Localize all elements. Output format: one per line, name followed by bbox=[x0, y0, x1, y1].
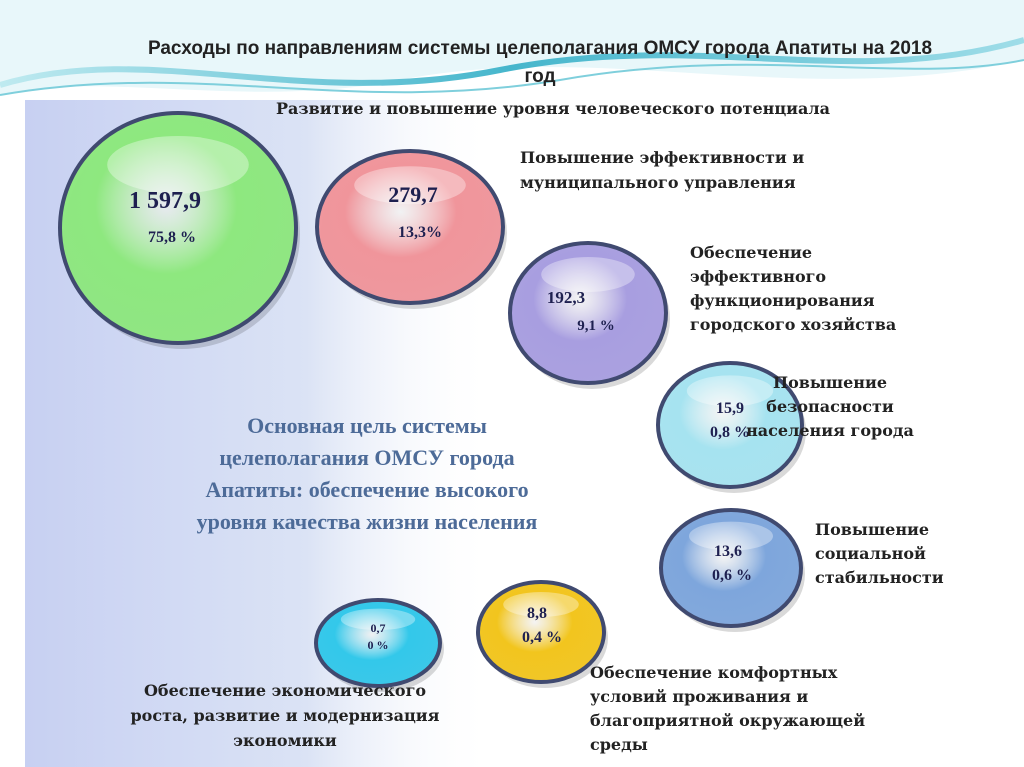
percent: 0 % bbox=[368, 638, 389, 652]
label: Обеспечение комфортных bbox=[590, 663, 838, 682]
goal-text: Апатиты: обеспечение высокого bbox=[205, 477, 528, 502]
percent: 9,1 % bbox=[577, 318, 615, 334]
bubble bbox=[314, 598, 442, 688]
label: условий проживания и bbox=[590, 687, 808, 706]
label: социальной bbox=[815, 544, 926, 563]
value: 1 597,9 bbox=[129, 188, 201, 214]
bubble bbox=[58, 111, 298, 345]
value: 279,7 bbox=[388, 182, 438, 207]
value: 13,6 bbox=[714, 543, 742, 560]
label: Обеспечение экономического bbox=[144, 681, 426, 700]
value: 0,7 bbox=[371, 621, 386, 635]
label: Повышение bbox=[773, 373, 887, 392]
bubble-highlight bbox=[686, 375, 774, 407]
label: стабильности bbox=[815, 568, 944, 587]
bubble bbox=[476, 580, 606, 684]
bubble bbox=[659, 508, 803, 628]
bubble bbox=[656, 361, 804, 489]
label: населения города bbox=[746, 421, 914, 440]
value: 15,9 bbox=[716, 400, 744, 417]
goal-text: целеполагания ОМСУ города bbox=[219, 445, 514, 470]
bubble-highlight bbox=[689, 521, 773, 551]
wave bbox=[0, 37, 1024, 88]
label: городского хозяйства bbox=[690, 315, 896, 334]
label: муниципального управления bbox=[520, 173, 796, 192]
wave-bg bbox=[0, 0, 1024, 95]
wave bbox=[0, 59, 1024, 96]
label: безопасности bbox=[766, 397, 894, 416]
bubble-highlight bbox=[107, 136, 249, 194]
value: 8,8 bbox=[527, 605, 547, 622]
label: Повышение эффективности и bbox=[520, 148, 804, 167]
label: благоприятной окружающей bbox=[590, 711, 865, 730]
percent: 0,8 % bbox=[710, 424, 750, 441]
percent: 75,8 % bbox=[148, 229, 196, 246]
percent: 13,3% bbox=[398, 224, 442, 241]
label: экономики bbox=[233, 731, 337, 750]
bubble bbox=[315, 149, 505, 305]
label: Обеспечение bbox=[690, 243, 812, 262]
percent: 0,4 % bbox=[522, 629, 562, 646]
bubble-highlight bbox=[541, 257, 635, 292]
label: Развитие и повышение уровня человеческог… bbox=[276, 99, 830, 118]
goal-text: уровня качества жизни населения bbox=[197, 509, 538, 534]
goal-text: Основная цель системы bbox=[247, 413, 487, 438]
label: Повышение bbox=[815, 520, 929, 539]
title: год bbox=[524, 66, 555, 87]
title: Расходы по направлениям системы целепола… bbox=[148, 38, 932, 59]
bubble bbox=[508, 241, 668, 385]
label: среды bbox=[590, 735, 648, 754]
label: роста, развитие и модернизация bbox=[130, 706, 439, 725]
label: эффективного bbox=[690, 267, 826, 286]
bubble-highlight bbox=[354, 166, 466, 205]
bubble-highlight bbox=[503, 592, 579, 617]
label: функционирования bbox=[690, 291, 875, 310]
bubble-highlight bbox=[340, 608, 416, 631]
percent: 0,6 % bbox=[712, 567, 752, 584]
value: 192,3 bbox=[547, 288, 585, 307]
